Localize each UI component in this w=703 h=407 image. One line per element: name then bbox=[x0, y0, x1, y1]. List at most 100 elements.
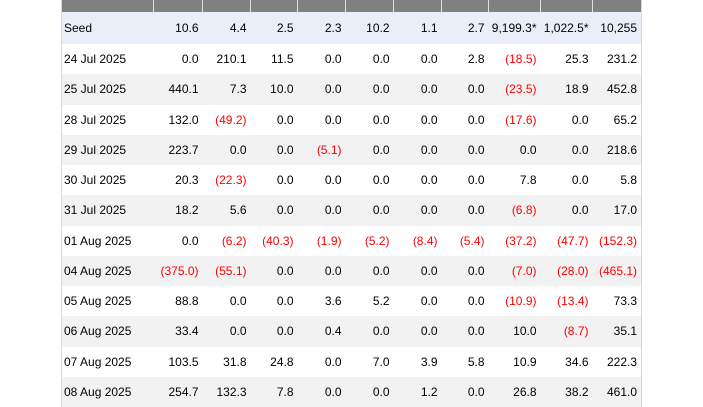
table-cell: (8.4) bbox=[412, 233, 438, 248]
column-header-1[interactable]: 0.25% bbox=[153, 0, 203, 12]
table-cell: (47.7) bbox=[557, 233, 589, 248]
table-cell: 0.0 bbox=[393, 316, 442, 347]
table-cell: (5.4) bbox=[459, 233, 485, 248]
table-cell: 0.0 bbox=[540, 134, 593, 165]
table-cell: 3.6 bbox=[324, 294, 342, 309]
table-cell: 34.6 bbox=[565, 354, 589, 369]
column-header-10[interactable] bbox=[592, 0, 642, 12]
row-label: 28 Jul 2025 bbox=[64, 112, 127, 127]
table-cell: 0.0 bbox=[441, 74, 489, 105]
table-cell: 0.0 bbox=[345, 195, 394, 226]
table-cell: 20.3 bbox=[175, 173, 199, 188]
table-cell: 0.0 bbox=[441, 134, 489, 165]
table-row: 06 Aug 2025 33.4 0.0 0.0 0.4 0.0 0.0 0.0 10.0 (8.… bbox=[61, 316, 642, 347]
table-cell: 88.8 bbox=[175, 294, 199, 309]
table-cell: 0.0 bbox=[276, 112, 294, 127]
header-row: Fee0.25%0.25%0.20%0.21%0.20%0.25%0.10%2.… bbox=[61, 0, 642, 12]
table-cell: 0.0 bbox=[540, 195, 593, 226]
column-header-label[interactable]: Fee bbox=[61, 0, 154, 12]
row-label: 04 Aug 2025 bbox=[61, 255, 154, 286]
table-cell: 10.2 bbox=[345, 12, 394, 44]
column-header-4[interactable]: 0.21% bbox=[297, 0, 346, 12]
row-label: 25 Jul 2025 bbox=[61, 74, 154, 105]
table-cell: 461.0 bbox=[592, 376, 642, 407]
row-label: 06 Aug 2025 bbox=[61, 316, 154, 347]
table-cell: 132.0 bbox=[168, 112, 199, 127]
table-cell: 65.2 bbox=[613, 112, 637, 127]
table-cell: 10.9 bbox=[513, 354, 537, 369]
table-cell: 11.5 bbox=[271, 52, 294, 67]
table-cell: 222.3 bbox=[606, 354, 637, 369]
table-cell: (5.2) bbox=[364, 233, 390, 248]
row-label: 01 Aug 2025 bbox=[64, 233, 132, 248]
table-cell: 10,255 bbox=[592, 12, 642, 44]
table-cell: 24.8 bbox=[270, 354, 294, 369]
table-cell: (1.9) bbox=[316, 233, 342, 248]
table-cell: 5.8 bbox=[467, 354, 485, 369]
table-cell: 0.0 bbox=[324, 173, 342, 188]
column-header-9[interactable]: 0.10% bbox=[540, 0, 593, 12]
table-cell: 10.0 bbox=[250, 74, 298, 105]
table-cell: 0.0 bbox=[467, 112, 485, 127]
row-label: 05 Aug 2025 bbox=[64, 294, 132, 309]
table-cell: 0.0 bbox=[297, 376, 346, 407]
table-cell: 0.0 bbox=[250, 134, 298, 165]
table-cell: 0.0 bbox=[571, 173, 589, 188]
column-header-6[interactable]: 0.25% bbox=[393, 0, 442, 12]
table-cell: 0.0 bbox=[324, 112, 342, 127]
table-cell: 0.0 bbox=[345, 134, 394, 165]
table-cell: 0.0 bbox=[345, 376, 394, 407]
table-cell: 0.0 bbox=[345, 255, 394, 286]
table-cell: 0.0 bbox=[372, 173, 390, 188]
column-header-7[interactable]: 0.10% bbox=[441, 0, 489, 12]
table-cell: 10.0 bbox=[488, 316, 541, 347]
table-cell: 0.0 bbox=[250, 195, 298, 226]
table-cell: 218.6 bbox=[592, 134, 642, 165]
table-cell: 9,199.3* bbox=[488, 12, 541, 44]
table-cell: 31.8 bbox=[223, 354, 247, 369]
table-cell: 0.0 bbox=[467, 294, 485, 309]
table-cell: (10.9) bbox=[505, 294, 537, 309]
table-cell: 0.0 bbox=[297, 74, 346, 105]
table-cell: 1.2 bbox=[393, 376, 442, 407]
table-cell: 38.2 bbox=[540, 376, 593, 407]
row-label: 07 Aug 2025 bbox=[64, 354, 132, 369]
table-cell: 2.5 bbox=[250, 12, 298, 44]
row-label: 29 Jul 2025 bbox=[61, 134, 154, 165]
table-cell: 0.0 bbox=[441, 376, 489, 407]
column-header-8[interactable]: 2.00% bbox=[488, 0, 541, 12]
table-cell: 440.1 bbox=[153, 74, 203, 105]
table-cell: 0.0 bbox=[420, 112, 438, 127]
table-cell: 0.0 bbox=[420, 52, 438, 67]
table-cell: (28.0) bbox=[540, 255, 593, 286]
table-cell: 0.0 bbox=[393, 255, 442, 286]
table-cell: (152.3) bbox=[598, 233, 637, 248]
column-header-5[interactable]: 0.20% bbox=[345, 0, 394, 12]
table-cell: 231.2 bbox=[606, 52, 637, 67]
table-cell: 0.0 bbox=[181, 233, 199, 248]
table-cell: 132.3 bbox=[202, 376, 251, 407]
row-label: Seed bbox=[61, 12, 154, 44]
table-row: 07 Aug 2025 103.5 31.8 24.8 0.0 7.0 3.9 5.8 10.9… bbox=[62, 347, 642, 377]
table-cell: (6.8) bbox=[488, 195, 541, 226]
table-cell: 0.0 bbox=[202, 316, 251, 347]
table-cell: 0.0 bbox=[372, 52, 390, 67]
column-header-3[interactable]: 0.20% bbox=[250, 0, 298, 12]
table-cell: (5.1) bbox=[297, 134, 346, 165]
column-header-2[interactable]: 0.25% bbox=[202, 0, 251, 12]
table-cell: (7.0) bbox=[488, 255, 541, 286]
table-cell: (22.3) bbox=[215, 173, 247, 188]
table-cell: 0.4 bbox=[297, 316, 346, 347]
table-cell: 7.8 bbox=[519, 173, 537, 188]
table-cell: 0.0 bbox=[324, 354, 342, 369]
table-cell: 0.0 bbox=[571, 112, 589, 127]
row-label: 30 Jul 2025 bbox=[64, 173, 127, 188]
table-cell: 0.0 bbox=[276, 294, 294, 309]
table-cell: (17.6) bbox=[505, 112, 537, 127]
table-cell: (13.4) bbox=[557, 294, 589, 309]
table-row: 08 Aug 2025 254.7 132.3 7.8 0.0 0.0 1.2 0.0 26.8… bbox=[61, 376, 642, 407]
table-cell: 452.8 bbox=[592, 74, 642, 105]
row-label: 08 Aug 2025 bbox=[61, 376, 154, 407]
table-cell: 35.1 bbox=[592, 316, 642, 347]
table-cell: 0.0 bbox=[441, 316, 489, 347]
